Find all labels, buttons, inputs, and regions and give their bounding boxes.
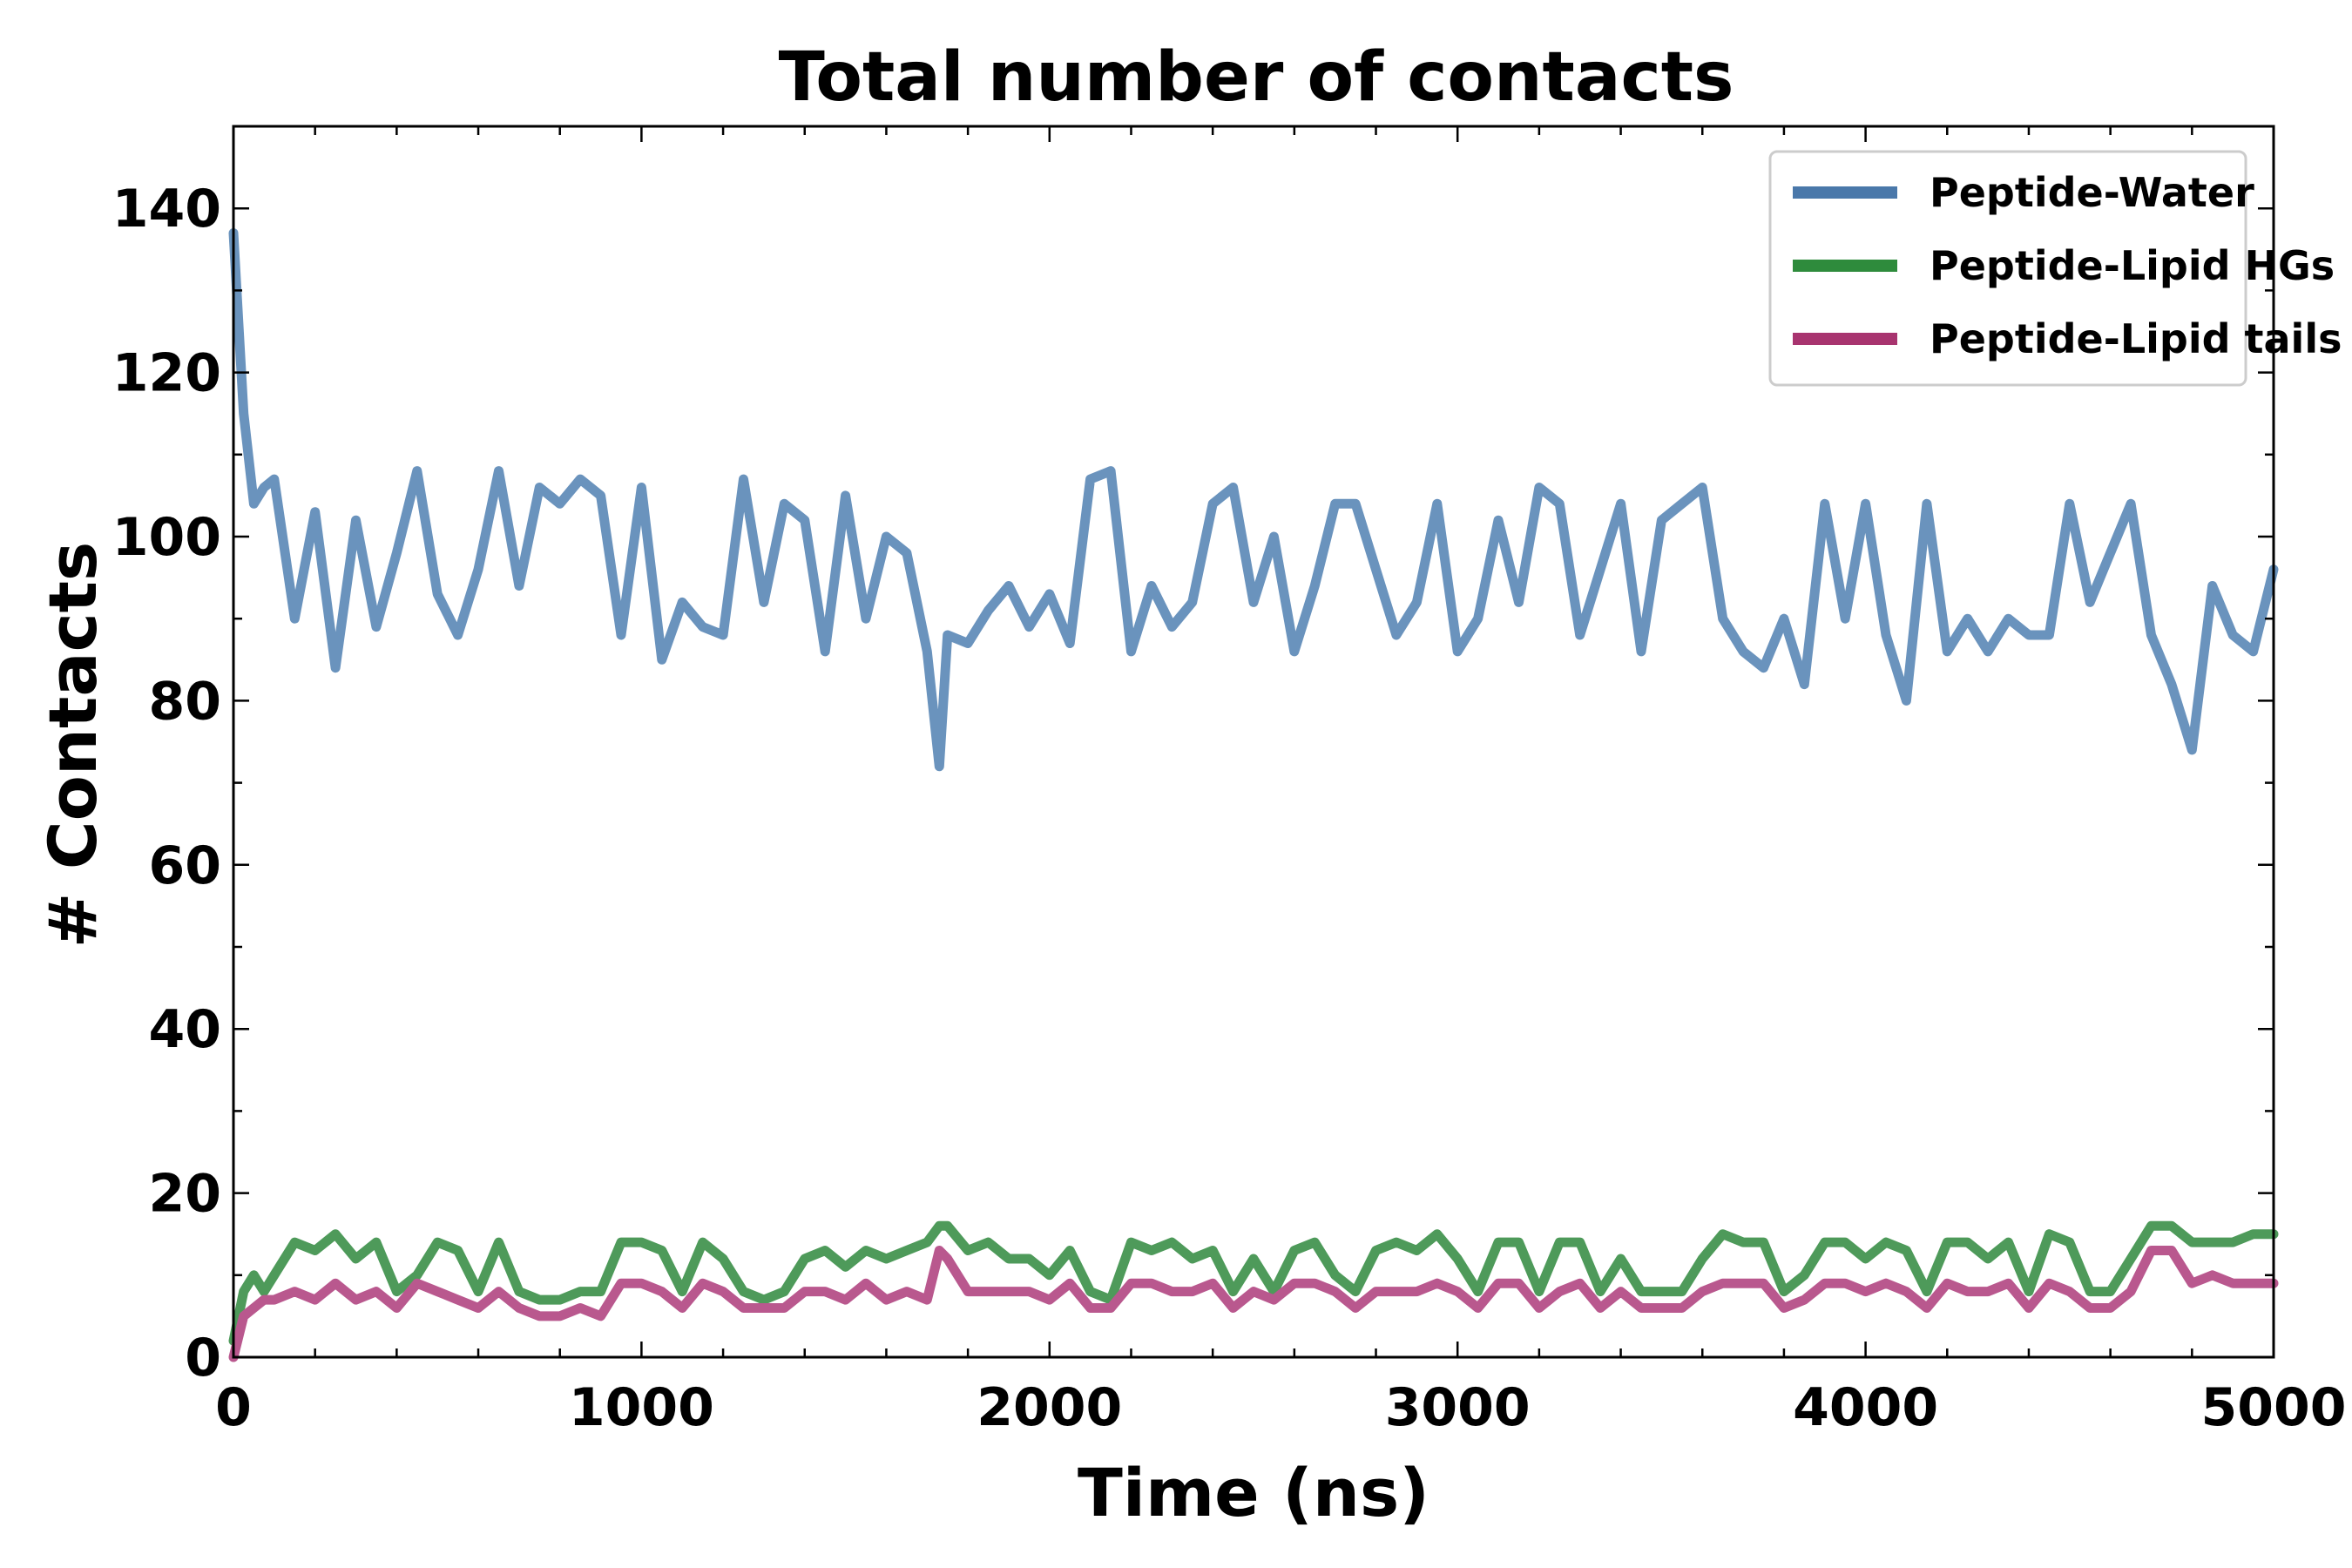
y-tick-label: 80 bbox=[149, 671, 222, 732]
y-tick-label: 40 bbox=[149, 999, 222, 1060]
y-tick-label: 120 bbox=[112, 343, 221, 404]
plot-area bbox=[228, 125, 2279, 1362]
legend-items: Peptide-Water Peptide-Lipid HGs Peptide-Li… bbox=[1793, 169, 2342, 362]
legend-label: Peptide-Lipid HGs bbox=[1930, 242, 2335, 289]
x-tick-label: 2000 bbox=[977, 1377, 1122, 1438]
x-tick-label: 5000 bbox=[2201, 1377, 2347, 1438]
y-tick-label: 60 bbox=[149, 835, 222, 896]
plot-frame bbox=[232, 125, 2275, 1359]
series-line-peptide-water bbox=[228, 228, 2279, 772]
x-tick-labels: 0 1000 2000 3000 4000 5000 bbox=[215, 1377, 2346, 1438]
legend-label: Peptide-Lipid tails bbox=[1930, 315, 2342, 362]
x-tick-label: 3000 bbox=[1385, 1377, 1531, 1438]
y-tick-label: 0 bbox=[185, 1328, 221, 1389]
x-tick-label: 0 bbox=[215, 1377, 252, 1438]
series-line-peptide-lipid-tails bbox=[228, 1246, 2279, 1362]
axis-ticks bbox=[232, 125, 2275, 1359]
legend: Peptide-Water Peptide-Lipid HGs Peptide-Li… bbox=[1768, 150, 2342, 387]
x-axis-label: Time (ns) bbox=[1078, 1454, 1429, 1531]
y-tick-label: 100 bbox=[112, 507, 221, 568]
series-line-peptide-lipid-hgs bbox=[228, 1220, 2279, 1346]
y-tick-label: 140 bbox=[112, 179, 221, 240]
x-tick-label: 1000 bbox=[569, 1377, 714, 1438]
series-group bbox=[228, 228, 2279, 1362]
y-tick-label: 20 bbox=[149, 1164, 222, 1225]
y-axis-label: # Contacts bbox=[34, 542, 112, 948]
legend-box bbox=[1768, 150, 2247, 387]
chart-title: Total number of contacts bbox=[779, 38, 1734, 117]
x-tick-label: 4000 bbox=[1793, 1377, 1938, 1438]
legend-label: Peptide-Water bbox=[1930, 169, 2254, 216]
y-tick-labels: 0 20 40 60 80 100 120 140 bbox=[112, 179, 221, 1389]
